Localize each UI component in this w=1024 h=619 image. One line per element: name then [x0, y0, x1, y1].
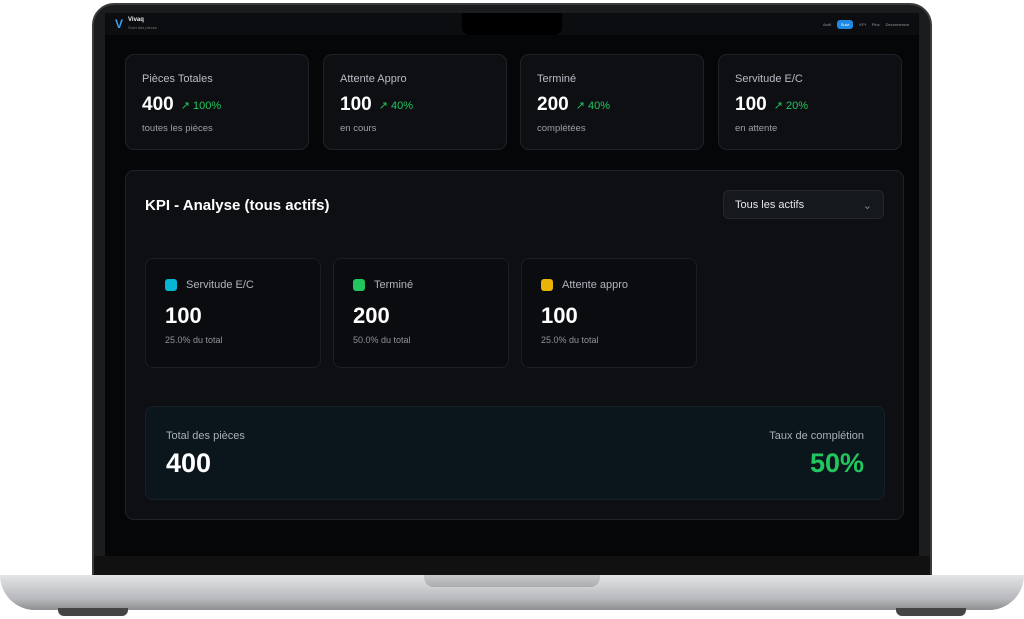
total-value: 400: [166, 448, 212, 478]
nav-kpi[interactable]: KPI: [859, 21, 866, 27]
laptop-foot: [896, 608, 966, 616]
stat-value: 400: [142, 94, 174, 115]
nav-suivi[interactable]: Suivi: [836, 19, 854, 29]
brand-subtitle: Suivi des pièces: [128, 25, 157, 30]
trend-up-icon: ↗ 100%: [180, 99, 222, 112]
kpi-value: 100: [541, 303, 578, 328]
stat-sub: en cours: [340, 123, 377, 134]
stat-value: 100: [340, 94, 372, 115]
laptop-base: [0, 575, 1024, 610]
kpi-sub: 25.0% du total: [165, 335, 223, 345]
kpi-card-attente: Attente appro 100 25.0% du total: [521, 258, 697, 368]
total-label: Total des pièces: [166, 430, 245, 442]
trend-up-icon: ↗ 40%: [378, 99, 414, 112]
stat-card-termine: Terminé 200 ↗ 40% complétées: [520, 54, 704, 150]
kpi-label: Terminé: [374, 279, 414, 291]
asset-select[interactable]: Tous les actifs ⌄: [723, 190, 884, 219]
stat-label: Pièces Totales: [142, 73, 213, 85]
kpi-label: Servitude E/C: [186, 279, 254, 291]
totals-banner: Total des pièces 400 Taux de complétion 50…: [145, 406, 885, 500]
stat-sub: complétées: [537, 123, 586, 134]
stat-value: 100: [735, 94, 767, 115]
laptop-chin: [94, 556, 930, 576]
stat-sub: en attente: [735, 123, 778, 134]
stat-card-attente: Attente Appro 100 ↗ 40% en cours: [323, 54, 507, 150]
kpi-label: Attente appro: [562, 279, 629, 291]
kpi-value: 100: [165, 303, 202, 328]
brand-name: Vivaq: [128, 17, 144, 23]
select-value: Tous les actifs: [735, 199, 805, 211]
trend-up-icon: ↗ 20%: [773, 99, 809, 112]
stat-card-servitude: Servitude E/C 100 ↗ 20% en attente: [718, 54, 902, 150]
kpi-title: KPI - Analyse (tous actifs): [145, 197, 330, 214]
stat-label: Attente Appro: [340, 73, 407, 85]
color-swatch: [353, 279, 365, 291]
stat-label: Terminé: [537, 73, 577, 85]
color-swatch: [165, 279, 177, 291]
stat-label: Servitude E/C: [735, 73, 803, 85]
kpi-panel: KPI - Analyse (tous actifs) Tous les act…: [125, 170, 904, 520]
stat-value: 200: [537, 94, 569, 115]
brand: Vivaq Suivi des pièces: [128, 17, 157, 31]
nav-actif[interactable]: Actif: [822, 21, 831, 27]
kpi-sub: 50.0% du total: [353, 335, 411, 345]
trend-up-icon: ↗ 40%: [575, 99, 611, 112]
camera-notch: [462, 13, 562, 35]
laptop-foot: [58, 608, 128, 616]
completion-label: Taux de complétion: [769, 430, 864, 442]
color-swatch: [541, 279, 553, 291]
kpi-card-servitude: Servitude E/C 100 25.0% du total: [145, 258, 321, 368]
chevron-down-icon: ⌄: [862, 200, 872, 212]
stat-card-total: Pièces Totales 400 ↗ 100% toutes les pièc…: [125, 54, 309, 150]
base-groove: [424, 575, 600, 587]
completion-rate: 50%: [809, 448, 864, 478]
stat-sub: toutes les pièces: [142, 123, 213, 134]
logout-button[interactable]: Déconnexion: [885, 21, 909, 27]
kpi-sub: 25.0% du total: [541, 335, 599, 345]
kpi-value: 200: [353, 303, 390, 328]
nav-plus[interactable]: Plus: [871, 21, 880, 27]
logo-icon: V: [115, 17, 124, 31]
kpi-card-termine: Terminé 200 50.0% du total: [333, 258, 509, 368]
screen: V Vivaq Suivi des pièces Actif Suivi KPI …: [105, 13, 919, 556]
